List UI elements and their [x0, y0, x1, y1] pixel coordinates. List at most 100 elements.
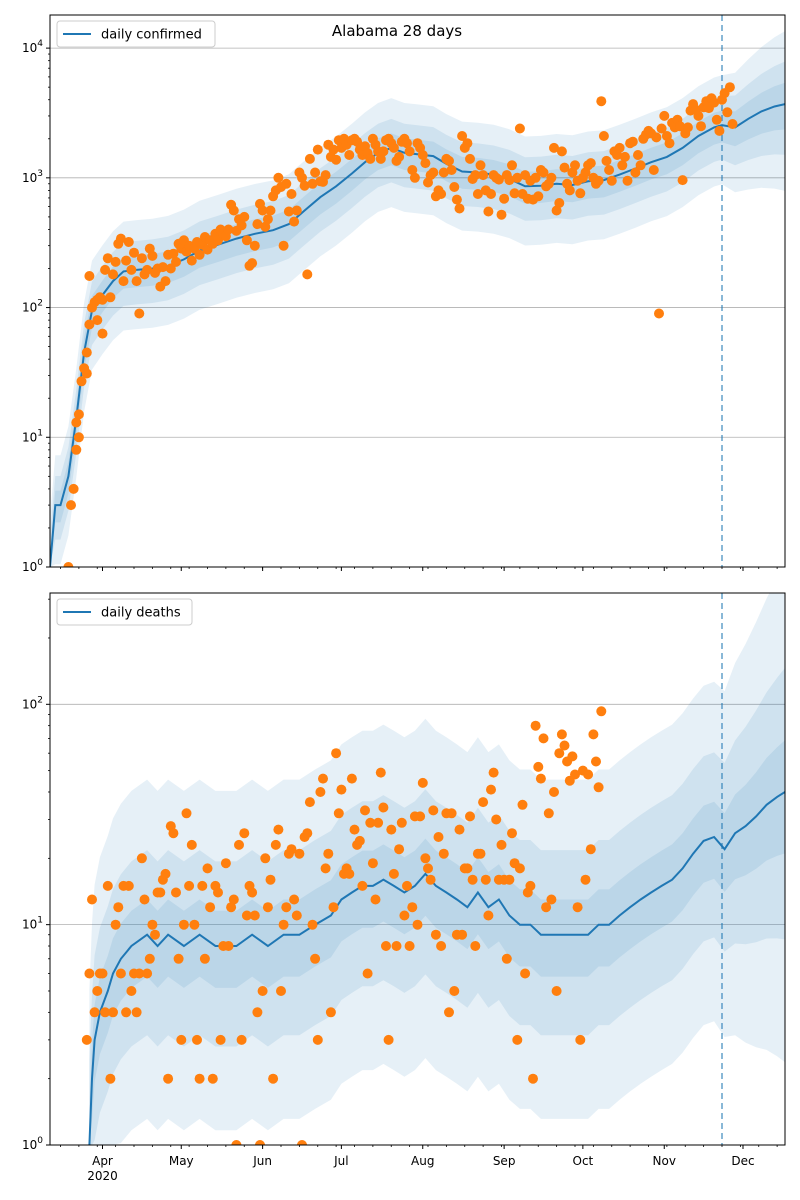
data-point	[357, 880, 368, 891]
credible-band-2	[89, 667, 785, 1145]
data-point	[530, 720, 541, 731]
data-point	[696, 121, 706, 132]
data-point	[320, 170, 331, 181]
data-point	[299, 180, 310, 191]
data-point	[260, 221, 271, 232]
data-point	[567, 751, 578, 762]
data-point	[402, 880, 412, 891]
panel-confirmed: 100 101 102 103 104 Alabama 28 days daily co…	[22, 14, 786, 574]
data-point	[546, 172, 557, 183]
data-point	[375, 767, 386, 778]
data-point	[517, 799, 528, 810]
data-point	[234, 839, 244, 850]
data-point	[714, 125, 725, 136]
data-point	[121, 1007, 132, 1018]
data-point	[583, 769, 594, 780]
data-point	[556, 146, 567, 157]
data-point	[514, 863, 525, 874]
data-point	[486, 189, 496, 199]
data-point	[420, 158, 431, 169]
data-point	[273, 824, 284, 835]
data-point	[551, 986, 562, 996]
data-point	[564, 185, 575, 196]
data-point	[648, 165, 659, 175]
data-point	[449, 182, 460, 192]
data-point	[336, 784, 347, 795]
data-point	[294, 848, 305, 859]
data-point	[682, 122, 693, 133]
data-point	[365, 817, 376, 828]
data-point	[449, 986, 460, 996]
data-point	[278, 919, 289, 930]
data-point	[415, 811, 426, 822]
data-point	[367, 858, 378, 869]
data-point	[134, 308, 145, 319]
legend: daily deaths	[56, 598, 193, 626]
data-point	[381, 941, 391, 951]
credible-band-1	[50, 31, 785, 567]
data-point	[470, 941, 481, 951]
data-point	[323, 848, 334, 859]
y-tick-label: 101	[22, 916, 43, 932]
plot-frame	[49, 592, 786, 1146]
data-point	[302, 269, 313, 280]
data-point	[252, 219, 263, 230]
data-point	[360, 805, 370, 816]
data-point	[236, 220, 247, 231]
legend: daily confirmed	[56, 20, 216, 48]
data-point	[228, 205, 239, 216]
data-point	[189, 919, 200, 930]
y-tick-label: 100	[22, 558, 43, 574]
data-point	[514, 123, 525, 134]
data-point	[68, 483, 79, 494]
data-point	[501, 953, 512, 964]
data-point	[512, 1034, 523, 1045]
data-point	[105, 292, 116, 303]
data-point	[404, 941, 415, 951]
data-point	[289, 894, 300, 905]
data-point	[71, 417, 82, 428]
data-point	[491, 814, 502, 825]
data-point	[92, 986, 103, 996]
data-point	[102, 880, 113, 891]
data-point	[507, 160, 517, 171]
data-point	[315, 787, 326, 797]
data-point	[425, 874, 436, 885]
data-point	[286, 844, 297, 855]
data-point	[428, 167, 439, 178]
data-point	[115, 233, 126, 244]
data-point	[142, 968, 153, 979]
data-point	[549, 142, 559, 153]
data-point	[454, 203, 465, 214]
data-point	[92, 315, 103, 326]
data-point	[160, 868, 171, 879]
data-point	[391, 941, 402, 951]
data-point	[207, 1073, 218, 1084]
y-tick-label: 103	[22, 169, 43, 185]
data-point	[213, 887, 223, 898]
data-point	[436, 189, 447, 199]
data-point	[291, 910, 302, 921]
data-point	[223, 224, 234, 235]
data-point	[467, 874, 478, 885]
data-point	[113, 902, 124, 913]
data-point	[171, 256, 181, 267]
data-point	[310, 953, 321, 964]
credible-band-2	[50, 61, 785, 567]
data-point	[304, 153, 315, 164]
data-point	[619, 151, 630, 162]
data-point	[73, 409, 84, 420]
data-point	[601, 155, 612, 166]
data-point	[249, 910, 260, 921]
data-point	[399, 910, 410, 921]
data-point	[286, 189, 297, 199]
data-point	[192, 1034, 202, 1045]
data-point	[73, 432, 84, 443]
x-tick-label: Jun	[252, 1154, 272, 1168]
data-point	[226, 902, 237, 913]
data-point	[247, 258, 258, 269]
data-point	[659, 110, 670, 121]
data-point	[223, 941, 234, 951]
data-point	[572, 902, 583, 913]
